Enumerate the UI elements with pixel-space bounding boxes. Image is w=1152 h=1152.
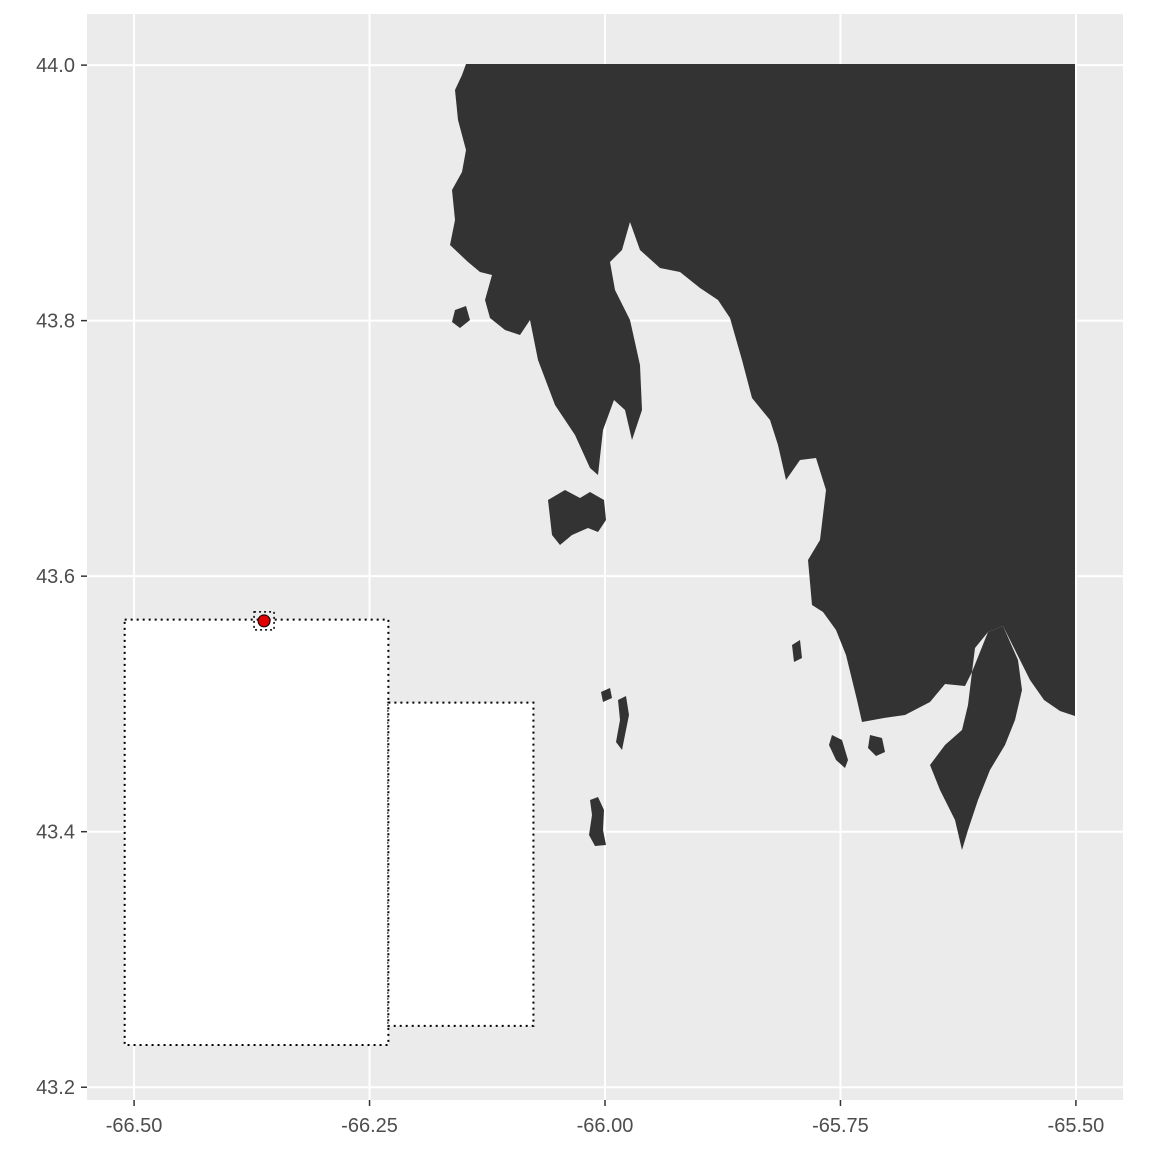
study-area-box-1 [123, 618, 390, 1047]
x-tick-label: -66.00 [577, 1115, 634, 1137]
y-tick-label: 43.8 [36, 311, 75, 333]
island-small-3 [868, 735, 885, 756]
x-tick-label: -66.25 [341, 1115, 398, 1137]
coastline-land [450, 64, 1075, 850]
island-small-1 [616, 696, 629, 750]
island-small-6 [601, 688, 612, 702]
island-south [589, 797, 606, 846]
island-small-2 [829, 735, 848, 768]
x-axis: -66.50 -66.25 -66.00 -65.75 -65.50 [106, 1100, 1105, 1137]
island-small-4 [792, 640, 802, 662]
site-marker [253, 611, 275, 631]
y-tick-label: 43.4 [36, 822, 75, 844]
study-area-box-2 [387, 701, 535, 1027]
y-axis: 44.0 43.8 43.6 43.4 43.2 [36, 55, 87, 1099]
peninsula-east [930, 626, 1022, 850]
y-tick-label: 43.2 [36, 1077, 75, 1099]
site-point [257, 614, 271, 628]
island-cluster [548, 490, 606, 545]
x-tick-label: -65.75 [812, 1115, 869, 1137]
y-tick-label: 44.0 [36, 55, 75, 77]
study-areas [123, 618, 535, 1047]
y-tick-label: 43.6 [36, 566, 75, 588]
mainland [450, 64, 1075, 722]
marker-frame [253, 611, 275, 631]
x-tick-label: -66.50 [106, 1115, 163, 1137]
island-small-5 [452, 306, 470, 328]
x-tick-label: -65.50 [1048, 1115, 1105, 1137]
